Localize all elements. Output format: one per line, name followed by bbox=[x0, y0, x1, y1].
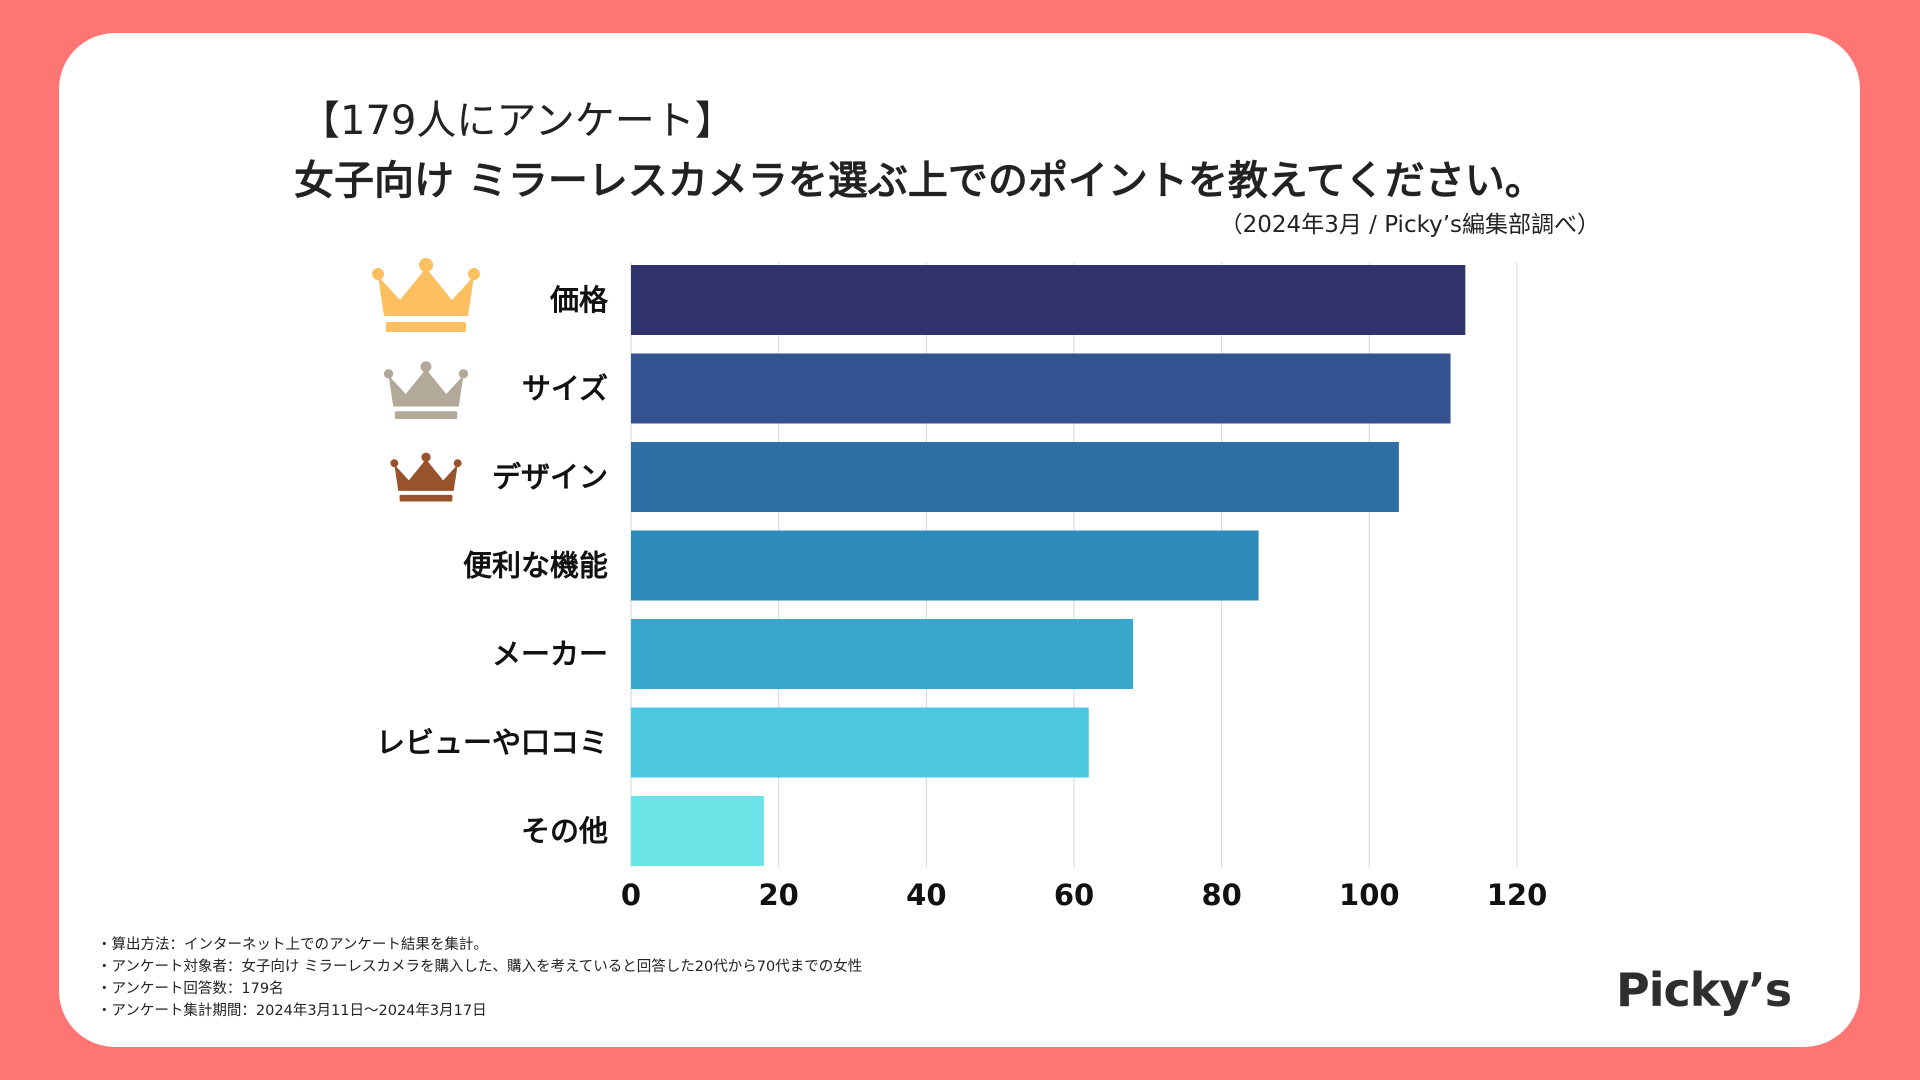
bar-7 bbox=[631, 796, 764, 866]
crown-icon-silver bbox=[383, 361, 469, 420]
crown-base bbox=[386, 322, 466, 332]
crown-jewel bbox=[468, 268, 480, 280]
note-period: ・アンケート集計期間：2024年3月11日〜2024年3月17日 bbox=[97, 1003, 487, 1019]
bar-5 bbox=[631, 619, 1134, 689]
bars bbox=[631, 265, 1466, 866]
crown-jewel bbox=[458, 369, 469, 379]
x-tick-label: 80 bbox=[1201, 878, 1241, 912]
category-label: 便利な機能 bbox=[463, 549, 608, 583]
x-tick-label: 20 bbox=[758, 878, 798, 912]
category-label: 価格 bbox=[549, 283, 609, 317]
bar-3 bbox=[631, 442, 1399, 512]
x-tick-label: 0 bbox=[621, 878, 641, 912]
notes-block: ・算出方法：インターネット上でのアンケート結果を集計。 ・アンケート対象者：女子… bbox=[97, 934, 862, 1022]
x-tick-label: 100 bbox=[1339, 878, 1400, 912]
crown-jewel bbox=[390, 459, 399, 468]
note-target: ・アンケート対象者：女子向け ミラーレスカメラを購入した、購入を考えていると回答… bbox=[97, 959, 863, 975]
crown-base bbox=[394, 411, 458, 420]
rank-crowns bbox=[372, 258, 480, 502]
category-label: レビューや口コミ bbox=[376, 726, 608, 760]
crown-jewel bbox=[420, 361, 432, 373]
bar-4 bbox=[631, 530, 1259, 601]
crown-body bbox=[378, 268, 474, 316]
note-count: ・アンケート回答数：179名 bbox=[97, 981, 284, 997]
bar-2 bbox=[631, 353, 1451, 424]
category-label: メーカー bbox=[492, 637, 608, 671]
brand-logo: Picky’s bbox=[1616, 963, 1792, 1017]
crown-icon-gold bbox=[372, 258, 480, 332]
question-title: 女子向け ミラーレスカメラを選ぶ上でのポイントを教えてください。 bbox=[294, 158, 1545, 204]
x-tick-label: 40 bbox=[906, 878, 946, 912]
category-label: デザイン bbox=[492, 460, 608, 494]
category-label: サイズ bbox=[522, 372, 608, 406]
crown-icon-bronze bbox=[390, 452, 462, 502]
source-note: （2024年3月 / Picky’s編集部調べ） bbox=[1219, 212, 1600, 238]
x-tick-label: 120 bbox=[1487, 878, 1548, 912]
x-tick-label: 60 bbox=[1054, 878, 1094, 912]
crown-jewel bbox=[372, 268, 384, 280]
note-method: ・算出方法：インターネット上でのアンケート結果を集計。 bbox=[97, 937, 488, 953]
bar-6 bbox=[631, 707, 1089, 778]
crown-base bbox=[399, 494, 453, 502]
bar-1 bbox=[631, 265, 1466, 335]
x-axis-ticks: 0 20 40 60 80 100 120 bbox=[621, 878, 1547, 912]
crown-body bbox=[394, 459, 458, 491]
crown-jewel bbox=[421, 452, 431, 462]
crown-jewel bbox=[453, 459, 462, 468]
survey-title: 【179人にアンケート】 bbox=[300, 98, 735, 144]
crown-jewel bbox=[383, 369, 394, 379]
category-label: その他 bbox=[521, 814, 608, 848]
crown-body bbox=[388, 369, 464, 407]
crown-jewel bbox=[419, 258, 433, 272]
